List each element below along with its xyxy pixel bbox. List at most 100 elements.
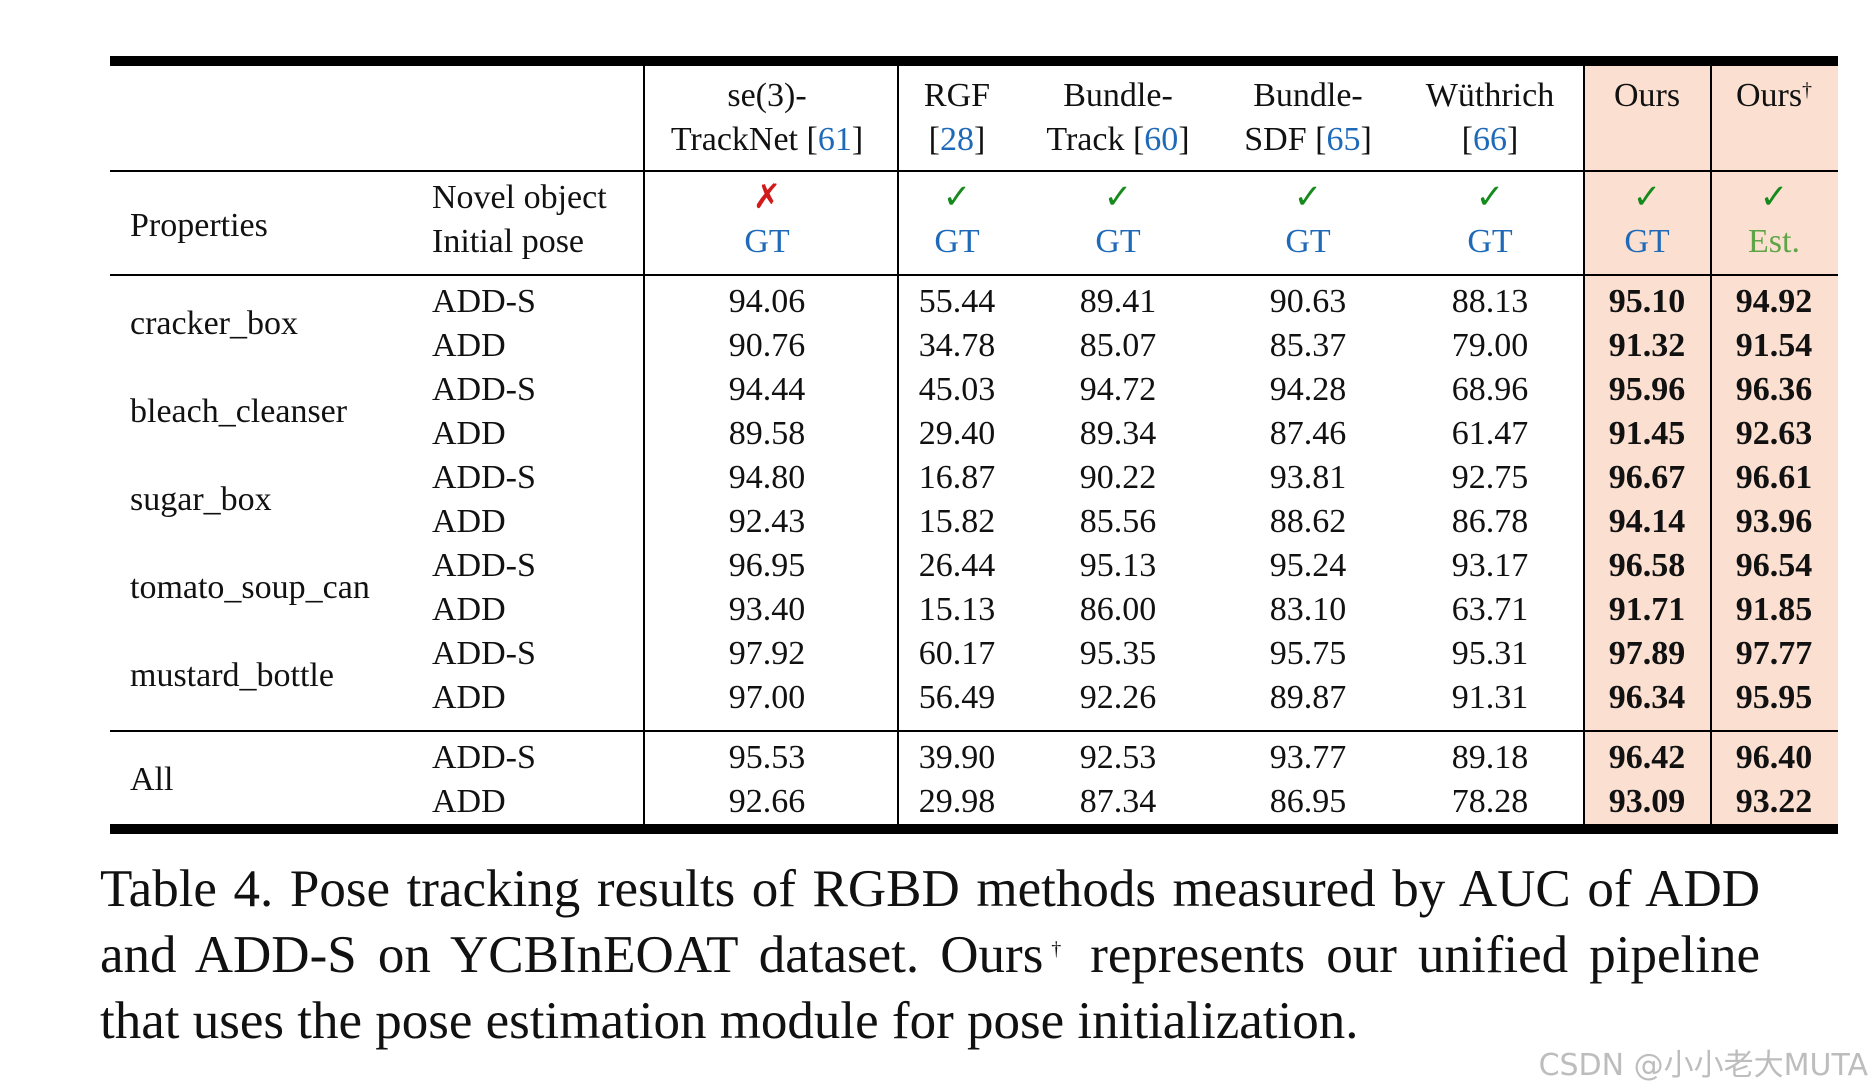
table-cell: 85.56 xyxy=(1079,503,1157,540)
method-name-line2: Track xyxy=(1046,121,1133,158)
metric-label: ADD-S xyxy=(432,547,536,584)
metric-label: ADD xyxy=(432,503,506,540)
table-cell: 87.46 xyxy=(1269,415,1347,452)
table-cell: 92.63 xyxy=(1735,415,1813,452)
metric-label: ADD-S xyxy=(432,371,536,408)
table-cell: 45.03 xyxy=(918,371,996,408)
method-name: Ours xyxy=(1613,77,1681,114)
table-cell: 96.40 xyxy=(1735,739,1813,776)
table-cell: 89.18 xyxy=(1451,739,1529,776)
object-name: mustard_bottle xyxy=(130,657,334,694)
metric-label: ADD-S xyxy=(432,283,536,320)
metric-label: ADD xyxy=(432,327,506,364)
method-name-line2: SDF xyxy=(1244,121,1316,158)
citation-link[interactable]: 65 xyxy=(1326,121,1361,158)
table-cell: 93.22 xyxy=(1735,783,1813,820)
method-name: Bundle- xyxy=(1253,77,1363,114)
metric-label: ADD-S xyxy=(432,739,536,776)
metric-label: ADD-S xyxy=(432,459,536,496)
method-header-5: Ours xyxy=(1614,74,1680,118)
table-cell: 89.34 xyxy=(1079,415,1157,452)
table-cell: 93.17 xyxy=(1451,547,1529,584)
table-cell: 92.66 xyxy=(728,783,806,820)
citation-close-bracket: ] xyxy=(1507,121,1519,158)
header-rule xyxy=(110,170,1838,172)
properties-rule xyxy=(110,274,1838,276)
check-mark-icon: ✓ xyxy=(942,179,972,216)
table-cell: 39.90 xyxy=(918,739,996,776)
table-cell: 61.47 xyxy=(1451,415,1529,452)
table-cell: 93.09 xyxy=(1608,783,1686,820)
table-cell: 15.13 xyxy=(918,591,996,628)
table-cell: 95.10 xyxy=(1608,283,1686,320)
col-divider-2 xyxy=(897,66,899,824)
check-mark-icon: ✓ xyxy=(1475,179,1505,216)
method-header-4: Wüthrich [66] xyxy=(1426,74,1554,162)
citation-open-bracket: [ xyxy=(806,121,818,158)
initial-pose-value: GT xyxy=(1095,223,1141,260)
citation-link[interactable]: 61 xyxy=(817,121,852,158)
method-name: RGF xyxy=(923,77,991,114)
table-cell: 34.78 xyxy=(918,327,996,364)
table-cell: 88.62 xyxy=(1269,503,1347,540)
citation-open-bracket: [ xyxy=(1315,121,1327,158)
table-cell: 91.54 xyxy=(1735,327,1813,364)
citation-link[interactable]: 60 xyxy=(1144,121,1179,158)
method-name: Wüthrich xyxy=(1425,77,1555,114)
table-cell: 90.76 xyxy=(728,327,806,364)
table-cell: 86.95 xyxy=(1269,783,1347,820)
object-name: tomato_soup_can xyxy=(130,569,370,606)
method-header-2: Bundle- Track [60] xyxy=(1046,74,1189,162)
citation-open-bracket: [ xyxy=(1132,121,1145,158)
table-cell: 96.36 xyxy=(1735,371,1813,408)
table-cell: 96.67 xyxy=(1608,459,1686,496)
table-cell: 89.87 xyxy=(1269,679,1347,716)
table-cell: 92.26 xyxy=(1079,679,1157,716)
citation-link[interactable]: 28 xyxy=(939,121,974,158)
initial-pose-value: Est. xyxy=(1748,223,1800,260)
method-header-0: se(3)- TrackNet [61] xyxy=(671,74,863,162)
table-cell: 15.82 xyxy=(918,503,996,540)
citation-close-bracket: ] xyxy=(973,121,986,158)
table-cell: 92.53 xyxy=(1079,739,1157,776)
table-cell: 89.58 xyxy=(728,415,806,452)
table-cell: 83.10 xyxy=(1269,591,1347,628)
method-name: Ours xyxy=(1735,77,1803,114)
citation-link[interactable]: 66 xyxy=(1473,121,1507,158)
table-cell: 79.00 xyxy=(1451,327,1529,364)
table-cell: 85.37 xyxy=(1269,327,1347,364)
table-cell: 26.44 xyxy=(918,547,996,584)
object-name: All xyxy=(130,761,174,798)
check-mark-icon: ✓ xyxy=(1759,179,1789,216)
table-cell: 94.44 xyxy=(728,371,806,408)
table-cell: 90.63 xyxy=(1269,283,1347,320)
table-cell: 29.40 xyxy=(918,415,996,452)
metric-label: ADD xyxy=(432,415,506,452)
table-cell: 87.34 xyxy=(1079,783,1157,820)
initial-pose-value: GT xyxy=(934,223,980,260)
table-caption: Table 4. Pose tracking results of RGBD m… xyxy=(100,856,1760,1054)
table-cell: 96.42 xyxy=(1608,739,1686,776)
table-cell: 91.85 xyxy=(1735,591,1813,628)
method-name: Bundle- xyxy=(1063,77,1173,114)
caption-part1: Table 4. Pose tracking results of RGBD m… xyxy=(100,860,1760,984)
table-cell: 63.71 xyxy=(1451,591,1529,628)
table-cell: 78.28 xyxy=(1451,783,1529,820)
check-mark-icon: ✓ xyxy=(1293,179,1323,216)
table-cell: 68.96 xyxy=(1451,371,1529,408)
table-cell: 29.98 xyxy=(918,783,996,820)
table-cell: 89.41 xyxy=(1079,283,1157,320)
table-cell: 91.31 xyxy=(1451,679,1529,716)
metric-label: ADD xyxy=(432,783,506,820)
table-cell: 96.54 xyxy=(1735,547,1813,584)
table-cell: 91.45 xyxy=(1608,415,1686,452)
table-cell: 97.77 xyxy=(1735,635,1813,672)
table-cell: 94.14 xyxy=(1608,503,1686,540)
table-cell: 95.35 xyxy=(1079,635,1157,672)
method-name-line2: TrackNet xyxy=(670,121,807,158)
citation-open-bracket: [ xyxy=(1461,121,1473,158)
table-cell: 97.00 xyxy=(728,679,806,716)
table-cell: 86.00 xyxy=(1079,591,1157,628)
table-cell: 96.34 xyxy=(1608,679,1686,716)
table-cell: 94.92 xyxy=(1735,283,1813,320)
